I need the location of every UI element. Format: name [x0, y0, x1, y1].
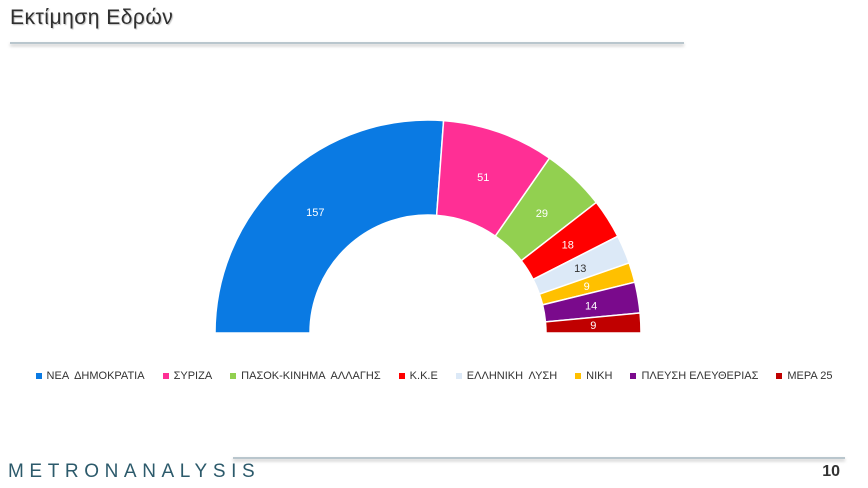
- seat-segment: [214, 119, 445, 334]
- legend-label: ΠΛΕΥΣΗ ΕΛΕΥΘΕΡΙΑΣ: [641, 370, 759, 382]
- legend-swatch: [230, 373, 237, 379]
- seat-data-label: 9: [590, 320, 596, 332]
- legend-item: ΠΛΕΥΣΗ ΕΛΕΥΘΕΡΙΑΣ: [630, 370, 758, 382]
- seat-data-label: 29: [536, 208, 548, 220]
- seat-data-label: 157: [306, 207, 324, 219]
- seat-data-label: 9: [584, 281, 590, 293]
- seat-data-label: 51: [477, 172, 489, 184]
- page-number: 10: [822, 463, 840, 480]
- page-title: Εκτίμηση Εδρών: [10, 6, 174, 29]
- legend-label: ΝΙΚΗ: [586, 370, 613, 382]
- legend-item: ΣΥΡΙΖΑ: [162, 370, 213, 382]
- seat-segment: [544, 312, 642, 334]
- legend-item: ΠΑΣΟΚ-ΚΙΝΗΜΑ ΑΛΛΑΓΗΣ: [230, 370, 381, 382]
- legend-swatch: [398, 373, 405, 379]
- legend-item: ΜΕΡΑ 25: [776, 370, 832, 382]
- title-divider: [10, 42, 684, 44]
- legend-label: ΕΛΛΗΝΙΚΗ ΛΥΣΗ: [466, 370, 558, 382]
- legend-item: ΝΕΑ ΔΗΜΟΚΡΑΤΙΑ: [35, 370, 145, 382]
- seat-data-label: 18: [562, 239, 574, 251]
- brand-logo: METRONANALYSIS: [8, 461, 261, 482]
- legend-item: ΝΙΚΗ: [575, 370, 612, 382]
- legend-label: Κ.Κ.Ε: [409, 370, 438, 382]
- legend-swatch: [776, 373, 783, 379]
- legend-swatch: [455, 373, 462, 379]
- chart-legend: ΝΕΑ ΔΗΜΟΚΡΑΤΙΑ ΣΥΡΙΖΑ ΠΑΣΟΚ-ΚΙΝΗΜΑ ΑΛΛΑΓΗΣ…: [0, 370, 868, 382]
- legend-swatch: [162, 373, 169, 379]
- footer-divider: [233, 457, 845, 459]
- legend-label: ΠΑΣΟΚ-ΚΙΝΗΜΑ ΑΛΛΑΓΗΣ: [241, 370, 381, 382]
- legend-swatch: [630, 373, 637, 379]
- seat-data-label: 13: [574, 263, 586, 275]
- legend-label: ΜΕΡΑ 25: [787, 370, 833, 382]
- legend-item: ΕΛΛΗΝΙΚΗ ΛΥΣΗ: [455, 370, 558, 382]
- legend-swatch: [575, 373, 582, 379]
- seat-data-label: 14: [585, 300, 597, 312]
- legend-label: ΣΥΡΙΖΑ: [173, 370, 213, 382]
- legend-label: ΝΕΑ ΔΗΜΟΚΡΑΤΙΑ: [46, 370, 145, 382]
- legend-item: Κ.Κ.Ε: [398, 370, 438, 382]
- legend-swatch: [35, 373, 42, 379]
